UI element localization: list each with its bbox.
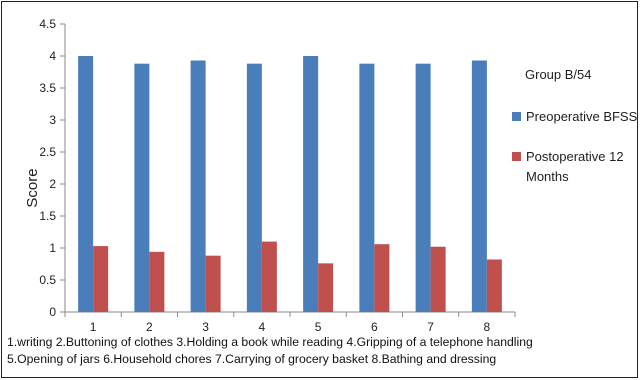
- y-tick-label: 3.5: [39, 81, 56, 95]
- bar-series1-1: [78, 56, 94, 312]
- bar-series2-4: [261, 241, 277, 312]
- x-tick-label: 5: [315, 320, 322, 334]
- footnote-line-2: 5.Opening of jars 6.Household chores 7.C…: [7, 352, 497, 366]
- bar-series1-2: [134, 63, 150, 313]
- y-axis-title: Score: [24, 168, 41, 207]
- y-tick-label: 0.5: [39, 273, 56, 287]
- legend-label-2: Months: [526, 169, 569, 184]
- x-tick-label: 4: [259, 320, 266, 334]
- bar-series2-3: [205, 255, 221, 312]
- bar-series1-4: [246, 63, 262, 313]
- y-tick-label: 1.5: [39, 209, 56, 223]
- x-tick-label: 8: [484, 320, 491, 334]
- x-tick-label: 6: [371, 320, 378, 334]
- bar-series1-7: [415, 63, 431, 313]
- bar-series1-6: [359, 63, 375, 313]
- x-tick-label: 2: [146, 320, 153, 334]
- bar-series2-5: [318, 263, 334, 312]
- y-tick-label: 4: [49, 49, 56, 63]
- y-tick-label: 4.5: [39, 17, 56, 31]
- bar-chart: 0 0.5 1 1.5 2 2.5 3 3.5 4 4.5 1 2 3 4 5 6 7 8 Score Grou…: [24, 17, 638, 334]
- footnote-line-1: 1.writing 2.Buttoning of clothes 3.Holdi…: [7, 335, 533, 349]
- y-tick-label: 1: [49, 241, 56, 255]
- y-tick-label: 2.5: [39, 145, 56, 159]
- legend-label-2: Postoperative 12: [526, 149, 624, 164]
- bar-series2-7: [430, 246, 446, 312]
- x-tick-label: 3: [202, 320, 209, 334]
- x-tick-label: 1: [90, 320, 97, 334]
- bar-series2-2: [149, 251, 165, 312]
- legend: Group B/54 Preoperative BFSS Postoperativ…: [512, 67, 638, 184]
- bar-series1-3: [190, 60, 206, 313]
- y-tick-label: 2: [49, 177, 56, 191]
- x-axis: 1 2 3 4 5 6 7 8: [64, 311, 516, 334]
- legend-label-1: Preoperative BFSS: [526, 109, 638, 124]
- y-tick-label: 3: [49, 113, 56, 127]
- bar-series2-8: [486, 259, 502, 312]
- legend-swatch-1: [512, 112, 521, 121]
- legend-swatch-2: [512, 152, 521, 161]
- bar-series2-1: [93, 246, 109, 312]
- legend-title: Group B/54: [525, 67, 592, 82]
- y-tick-label: 0: [49, 305, 56, 319]
- y-axis: 0 0.5 1 1.5 2 2.5 3 3.5 4 4.5: [39, 17, 66, 319]
- x-tick-label: 7: [427, 320, 434, 334]
- footnote: 1.writing 2.Buttoning of clothes 3.Holdi…: [7, 334, 637, 368]
- bar-series2-6: [374, 244, 390, 312]
- bar-series: [78, 56, 502, 313]
- bar-series1-5: [303, 56, 319, 312]
- bar-series1-8: [471, 60, 487, 313]
